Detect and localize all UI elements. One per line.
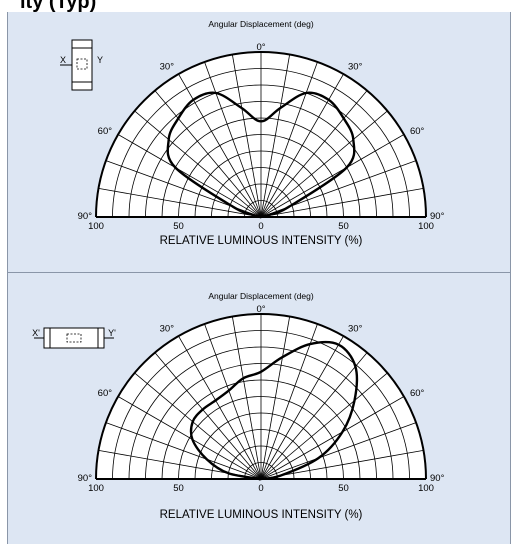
inset-label: X xyxy=(60,55,66,65)
angle-label: 0° xyxy=(256,42,265,53)
polar-grid xyxy=(96,52,426,217)
radial-tick-label: 50 xyxy=(173,483,184,494)
angle-label: 60° xyxy=(98,126,113,137)
inset-label: Y' xyxy=(108,328,116,338)
inset-label: X' xyxy=(32,328,40,338)
angle-label: 30° xyxy=(348,323,363,334)
package-inset: X' Y' xyxy=(32,328,116,348)
x-axis-label: RELATIVE LUMINOUS INTENSITY (%) xyxy=(160,235,363,247)
radial-tick-label: 50 xyxy=(338,483,349,494)
angle-label: 60° xyxy=(410,388,425,399)
radial-tick-label: 50 xyxy=(173,221,184,232)
angle-label: 60° xyxy=(98,388,113,399)
inset-label: Y xyxy=(97,55,103,65)
angle-label: 60° xyxy=(410,126,425,137)
radial-tick-label: 100 xyxy=(88,221,104,232)
x-axis-label: RELATIVE LUMINOUS INTENSITY (%) xyxy=(160,509,363,521)
angle-label: 0° xyxy=(256,304,265,315)
polar-panel-bottom: Angular Displacement (deg) 0° 30° 30° 60° 60°… xyxy=(7,273,511,544)
polar-chart-bottom: Angular Displacement (deg) 0° 30° 30° 60° 60°… xyxy=(8,273,510,544)
chart-title: Angular Displacement (deg) xyxy=(208,291,314,301)
polar-chart-top: Angular Displacement (deg) 0° 30° 30° 60° 60°… xyxy=(8,12,510,272)
polar-grid xyxy=(96,314,426,479)
angle-label: 30° xyxy=(348,61,363,72)
angle-label: 30° xyxy=(160,323,175,334)
angle-label: 30° xyxy=(160,61,175,72)
chart-title: Angular Displacement (deg) xyxy=(208,19,314,29)
radial-tick-label: 100 xyxy=(418,483,434,494)
package-body xyxy=(44,328,104,348)
radial-tick-label: 50 xyxy=(338,221,349,232)
radial-tick-label: 0 xyxy=(258,483,263,494)
radial-tick-label: 100 xyxy=(88,483,104,494)
radial-tick-label: 100 xyxy=(418,221,434,232)
polar-panel-top: Angular Displacement (deg) 0° 30° 30° 60° 60°… xyxy=(7,12,511,273)
radial-tick-label: 0 xyxy=(258,221,263,232)
